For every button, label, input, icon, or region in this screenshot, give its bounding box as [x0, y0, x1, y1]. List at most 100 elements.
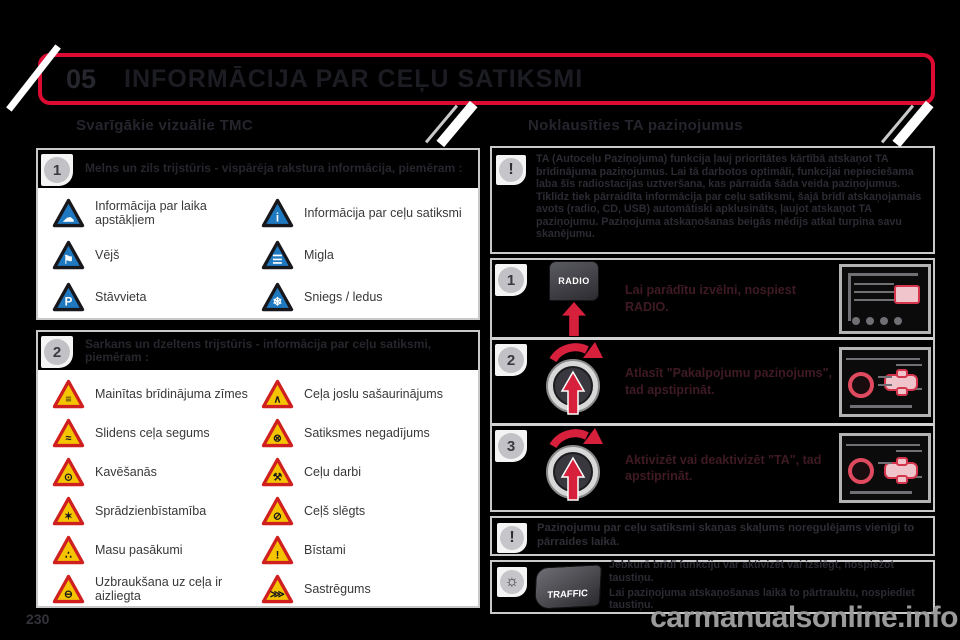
- page-title: INFORMĀCIJA PAR CEĻU SATIKSMI: [124, 64, 584, 93]
- volume-note-text: Paziņojumu par ceļu satiksmi skaņas skaļ…: [537, 522, 915, 548]
- traffic-accident-icon: ⊗: [261, 418, 294, 447]
- page-number: 230: [26, 611, 50, 627]
- legend-item: ⚒ Ceļu darbi: [261, 452, 470, 491]
- legend-item: ✶ Sprādzienbīstamība: [52, 491, 261, 530]
- legend-item-label: Bīstami: [304, 542, 346, 557]
- radio-button: RADIO: [549, 261, 599, 301]
- step-row-1: 1 RADIO Lai parādītu izvēlni, nospiest R…: [492, 260, 933, 340]
- legend-item: ⊖ Uzbraukšana uz ceļa ir aizliegta: [52, 569, 261, 608]
- ta-steps-block: 1 RADIO Lai parādītu izvēlni, nospiest R…: [490, 258, 935, 512]
- legend-item: ≈ Slidens ceļa segums: [52, 413, 261, 452]
- legend-item: ⊗ Satiksmes negadījums: [261, 413, 470, 452]
- traffic-instructions: Jebkurā brīdī funkciju var aktivizēt vai…: [609, 559, 928, 614]
- legend-item: P Stāvvieta: [52, 276, 261, 318]
- legend-item: ! Bīstami: [261, 530, 470, 569]
- svg-text:P: P: [65, 296, 73, 309]
- legend-item: ⚑ Vējš: [52, 234, 261, 276]
- traffic-line-1: Jebkurā brīdī funkciju var aktivizēt vai…: [609, 559, 895, 584]
- block1-header: 1 Melns un zils trijstūris - vispārēja r…: [38, 150, 478, 188]
- traffic-key-block: ☼ TRAFFIC Jebkurā brīdī funkciju var akt…: [490, 559, 935, 614]
- svg-text:⚑: ⚑: [63, 254, 73, 267]
- legend-item-label: Vējš: [95, 248, 120, 262]
- rotary-knob-graphic: [527, 341, 621, 422]
- right-section-header-label: Noklausīties TA paziņojumus: [528, 116, 743, 134]
- legend-item-label: Informācija par ceļu satiksmi: [304, 206, 462, 220]
- highlighted-pad: [884, 368, 918, 396]
- left-section-header-label: Svarīgākie vizuālie TMC: [76, 116, 253, 134]
- svg-text:≡: ≡: [65, 393, 71, 405]
- changed-warning-signs-icon: ≡: [52, 379, 85, 408]
- legend-item-label: Uzbraukšana uz ceļa ir aizliegta: [95, 574, 223, 603]
- svg-text:☰: ☰: [272, 254, 283, 267]
- chapter-number: 05: [66, 63, 97, 94]
- ta-intro-text: TA (Autoceļu Paziņojuma) funkcija ļauj p…: [536, 153, 922, 241]
- step3-text: Aktivizēt vai deaktivizēt "TA", tad apst…: [625, 452, 822, 483]
- legend-item-label: Masu pasākumi: [95, 542, 183, 557]
- legend-item: ≡ Mainītas brīdinājuma zīmes: [52, 374, 261, 413]
- press-arrow-icon: [562, 302, 586, 336]
- legend-item: ⊙ Kavēšanās: [52, 452, 261, 491]
- legend-item-label: Slidens ceļa segums: [95, 425, 210, 440]
- traffic-info-triangle-icon: i: [261, 198, 294, 228]
- step2-text: Atlasīt "Pakalpojumu paziņojums", tad ap…: [625, 366, 833, 397]
- snow-ice-triangle-icon: ❄: [261, 282, 294, 312]
- badge-number: 3: [506, 437, 516, 455]
- legend-item: i Informācija par ceļu satiksmi: [261, 192, 470, 234]
- warning-icon: !: [497, 523, 527, 553]
- legend-item-label: Ceļu darbi: [304, 464, 361, 479]
- svg-text:≈: ≈: [66, 432, 72, 444]
- legend-item: ❄ Sniegs / ledus: [261, 276, 470, 318]
- step-number-badge: 3: [495, 430, 527, 462]
- svg-text:⊘: ⊘: [273, 510, 282, 522]
- svg-text:☁: ☁: [63, 212, 75, 225]
- legend-item: ∴ Masu pasākumi: [52, 530, 261, 569]
- block2-heading: Sarkans un dzeltens trijstūris - informā…: [85, 336, 432, 364]
- warning-icon: !: [496, 155, 526, 185]
- legend-item-label: Sprādzienbīstamība: [95, 503, 207, 518]
- rotary-knob-graphic: [527, 428, 621, 508]
- lane-narrowing-icon: ∧: [261, 379, 294, 408]
- highlighted-knob: [848, 458, 874, 484]
- danger-icon: !: [261, 535, 294, 564]
- badge-number: 1: [506, 271, 516, 289]
- badge-number: 1: [52, 161, 62, 179]
- svg-text:∴: ∴: [65, 549, 72, 561]
- slippery-road-icon: ≈: [52, 418, 85, 447]
- explosion-hazard-icon: ✶: [52, 496, 85, 525]
- radio-faceplate-thumbnail: [839, 263, 931, 334]
- traffic-button: TRAFFIC: [533, 564, 603, 610]
- block1-heading: Melns un zils trijstūris - vispārēja rak…: [85, 161, 463, 176]
- legend-item-label: Ceļš slēgts: [304, 503, 366, 518]
- highlighted-knob: [848, 371, 874, 398]
- tmc-road-events-block: 2 Sarkans un dzeltens trijstūris - infor…: [36, 330, 480, 608]
- svg-text:i: i: [276, 212, 279, 225]
- svg-text:⚒: ⚒: [273, 471, 283, 483]
- legend-item-label: Mainītas brīdinājuma zīmes: [95, 386, 248, 401]
- wind-triangle-icon: ⚑: [52, 240, 85, 270]
- traffic-line-2: Lai paziņojuma atskaņošanas laikā to pār…: [609, 587, 915, 612]
- radio-key-graphic: RADIO: [527, 261, 621, 336]
- legend-item-label: Ceļa joslu sašaurinājums: [304, 386, 443, 401]
- warning-glyph: !: [508, 161, 514, 178]
- svg-text:⊗: ⊗: [273, 432, 282, 444]
- chapter-title-box: 05 INFORMĀCIJA PAR CEĻU SATIKSMI: [38, 53, 935, 105]
- highlighted-pad: [884, 457, 918, 484]
- legend-item-label: Kavēšanās: [95, 464, 157, 479]
- rotate-confirm-knob-icon: [546, 428, 603, 501]
- no-entry-icon: ⊖: [52, 574, 85, 603]
- delays-icon: ⊙: [52, 457, 85, 486]
- block1-legend-list: ☁ Informācija par laika apstākļiem i Inform…: [38, 188, 478, 320]
- roadworks-icon: ⚒: [261, 457, 294, 486]
- legend-item: ∧ Ceļa joslu sašaurinājums: [261, 374, 470, 413]
- legend-item-label: Sniegs / ledus: [304, 290, 383, 304]
- traffic-jam-icon: ⋙: [261, 574, 294, 603]
- left-section-header: Svarīgākie vizuālie TMC: [36, 110, 480, 140]
- ta-intro-block: ! TA (Autoceļu Paziņojuma) funkcija ļauj…: [490, 146, 935, 254]
- step-number-badge: 1: [41, 154, 73, 186]
- radio-faceplate-thumbnail: [839, 346, 931, 417]
- legend-item: ☰ Migla: [261, 234, 470, 276]
- step-row-3: 3 Aktivizēt vai deaktivizēt "TA", tad ap…: [492, 426, 933, 510]
- legend-item-label: Migla: [304, 248, 334, 262]
- svg-text:∧: ∧: [274, 393, 282, 405]
- road-closed-icon: ⊘: [261, 496, 294, 525]
